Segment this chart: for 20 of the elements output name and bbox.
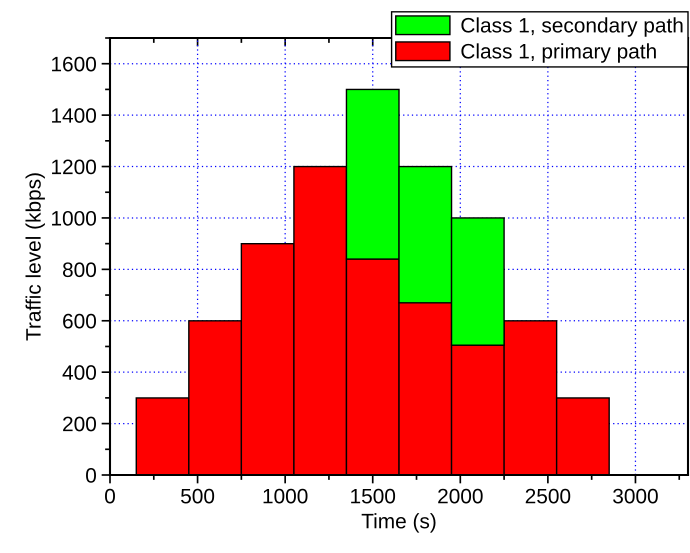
x-tick-label: 500 [181,488,214,504]
y-tick-label: 1000 [52,210,96,226]
x-tick-label: 3000 [613,488,658,504]
y-tick-label: 1200 [52,160,96,174]
y-axis-title: Traffic level (kbps) [25,173,45,341]
y-tick-label: 1400 [52,108,96,123]
x-tick-label: 1500 [351,488,396,504]
legend-label: Class 1, secondary path [461,17,682,37]
y-tick-label: 800 [62,262,96,278]
x-tick-label: 2000 [438,488,483,504]
x-tick-label: 2500 [526,488,570,504]
x-tick-label: 1000 [264,488,308,504]
y-tick-label: 200 [63,416,96,432]
y-tick-label: 600 [63,314,96,329]
x-axis-title: Time (s) [362,513,436,533]
x-tick-label: 0 [105,488,115,504]
y-tick-label: 0 [86,468,96,483]
y-tick-label: 400 [62,365,96,380]
legend-label: Class 1, primary path [461,43,656,63]
y-tick-label: 1600 [52,56,96,72]
